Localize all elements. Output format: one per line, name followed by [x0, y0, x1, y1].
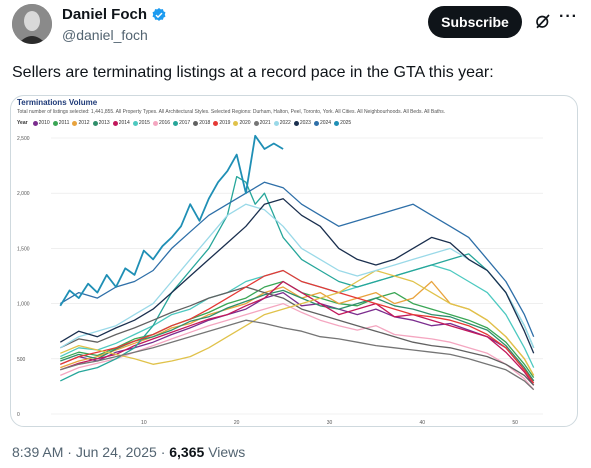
series-line-2019: [60, 269, 535, 384]
legend-item-2016: 2016: [152, 120, 171, 126]
legend-label: 2022: [279, 120, 291, 126]
legend-swatch: [173, 120, 179, 126]
chart-subtitle: Total number of listings selected: 1,441…: [17, 109, 446, 115]
legend-label: 2011: [58, 120, 70, 126]
tweet-date[interactable]: Jun 24, 2025: [75, 444, 157, 460]
author-name[interactable]: Daniel Foch: [62, 6, 148, 23]
legend-swatch: [253, 120, 259, 126]
legend-label: 2010: [38, 120, 50, 126]
legend-label: 2024: [319, 120, 332, 126]
chart-legend: Year 2010 2011 2012 2013 2014 2015 2016 2017 201…: [17, 120, 351, 126]
series-line-2016: [60, 302, 535, 391]
legend-label: 2019: [219, 120, 231, 126]
verified-badge-icon: [152, 7, 166, 21]
tweet-text: Sellers are terminating listings at a re…: [12, 64, 494, 81]
tweet-media-image[interactable]: 0 500 1,000 1,500 2,000 2,500 10 20 30 40 50 Termi…: [10, 95, 578, 427]
author-handle[interactable]: @daniel_foch: [62, 27, 148, 43]
subscribe-button[interactable]: Subscribe: [428, 6, 522, 38]
y-tick-label: 500: [17, 357, 26, 363]
author-name-row[interactable]: Daniel Foch: [62, 6, 167, 23]
y-tick-label: 1,500: [17, 246, 30, 252]
x-tick-label: 40: [420, 420, 426, 426]
y-tick-label: 0: [17, 412, 20, 418]
legend-swatch: [233, 120, 239, 126]
legend-swatch: [132, 120, 138, 126]
meta-separator: ·: [67, 444, 72, 460]
legend-item-2017: 2017: [173, 120, 190, 126]
legend-item-2023: 2023: [293, 120, 311, 126]
legend-swatch: [313, 120, 319, 126]
legend-item-2011: 2011: [52, 120, 70, 126]
legend-label: 2025: [340, 120, 352, 126]
legend-item-2020: 2020: [233, 120, 251, 126]
legend-swatch: [152, 120, 158, 126]
legend-item-2014: 2014: [112, 120, 130, 126]
x-tick-label: 50: [512, 420, 518, 426]
series-line-2018: [60, 286, 535, 386]
tweet-meta: 8:39 AM · Jun 24, 2025 · 6,365 Views: [12, 444, 245, 460]
series-line-2021: [60, 319, 535, 391]
chart-title: Terminations Volume: [17, 98, 98, 107]
legend-item-2021: 2021: [253, 120, 271, 126]
legend-label: 2023: [299, 120, 311, 126]
legend-label: 2016: [158, 120, 171, 126]
more-options-icon[interactable]: ···: [559, 8, 578, 25]
legend-swatch: [213, 120, 219, 126]
x-tick-label: 20: [234, 420, 240, 426]
views-label: Views: [208, 444, 246, 460]
legend-item-2018: 2018: [193, 120, 210, 126]
grok-icon[interactable]: [534, 12, 552, 30]
legend-item-2012: 2012: [72, 120, 90, 126]
legend-swatch: [273, 120, 279, 126]
legend-swatch: [72, 120, 78, 126]
legend-title: Year: [17, 120, 28, 126]
legend-swatch: [334, 120, 340, 126]
series-line-2017: [60, 175, 535, 382]
legend-label: 2017: [179, 120, 191, 126]
avatar[interactable]: [12, 4, 52, 44]
legend-swatch: [32, 120, 38, 126]
y-tick-label: 1,000: [17, 302, 30, 308]
legend-item-2022: 2022: [273, 120, 291, 126]
legend-label: 2020: [239, 120, 251, 126]
legend-swatch: [293, 120, 299, 126]
legend-item-2013: 2013: [92, 120, 110, 126]
legend-swatch: [52, 120, 58, 126]
series-line-2022: [59, 203, 535, 349]
legend-swatch: [92, 120, 98, 126]
meta-separator: ·: [160, 444, 166, 460]
legend-swatch: [193, 120, 199, 126]
legend-label: 2012: [78, 120, 90, 126]
series-line-2014: [60, 280, 535, 386]
chart-svg: 0 500 1,000 1,500 2,000 2,500 10 20 30 40 50: [17, 134, 543, 426]
legend-item-2024: 2024: [313, 120, 332, 126]
series-line-2025: [59, 134, 284, 307]
legend-item-2019: 2019: [213, 120, 230, 126]
series-line-2023: [59, 198, 535, 354]
legend-item-2025: 2025: [334, 120, 351, 126]
legend-label: 2021: [259, 120, 271, 126]
views-count: 6,365: [169, 444, 205, 460]
legend-label: 2018: [199, 120, 211, 126]
legend-label: 2014: [118, 120, 130, 126]
y-tick-label: 2,500: [17, 136, 30, 142]
legend-label: 2015: [138, 120, 150, 126]
legend-item-2010: 2010: [32, 120, 50, 126]
x-tick-label: 10: [141, 420, 147, 426]
series-line-2024: [59, 181, 535, 337]
series-line-2010: [60, 291, 535, 382]
legend-swatch: [112, 120, 118, 126]
x-tick-label: 30: [327, 420, 333, 426]
series-line-2020: [60, 269, 535, 376]
y-tick-label: 2,000: [17, 191, 30, 197]
legend-item-2015: 2015: [132, 120, 150, 126]
legend-label: 2013: [98, 120, 110, 126]
tweet-time[interactable]: 8:39 AM: [12, 444, 64, 460]
